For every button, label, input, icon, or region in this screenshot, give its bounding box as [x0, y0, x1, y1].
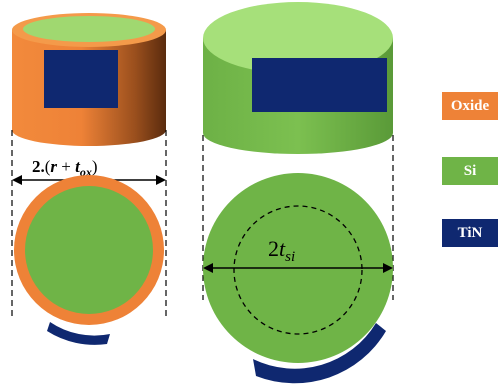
left-tin-block [44, 50, 118, 108]
left-cylinder [12, 13, 166, 146]
right-tin-arc [253, 323, 386, 384]
right-inner-dashed-circle [233, 205, 363, 335]
right-tin-block [252, 58, 387, 112]
left-dim-t: t [75, 157, 81, 176]
left-si-core [25, 186, 153, 314]
legend-si: Si [442, 157, 498, 185]
left-dim-open: ( [45, 157, 51, 176]
legend-tin: TiN [442, 219, 498, 247]
right-dimension-label: 2tsi [268, 236, 295, 265]
left-dim-prefix: 2. [32, 157, 45, 176]
right-cylinder-top [203, 2, 393, 74]
guide-lines [11, 130, 394, 318]
right-arrowhead-right [383, 263, 393, 273]
left-tin-arc [47, 322, 110, 345]
right-dim-t: t [279, 236, 286, 261]
left-cross-section [14, 175, 164, 345]
left-arrowhead-left [12, 175, 22, 185]
left-dim-r: r [50, 157, 57, 176]
left-dim-plus: + [57, 157, 75, 176]
legend-oxide: Oxide [442, 92, 498, 120]
right-cylinder [203, 2, 393, 154]
right-cross-section: 2tsi [203, 173, 393, 384]
right-dim-sub: si [285, 249, 295, 265]
left-cylinder-top-si [23, 16, 155, 42]
right-arrowhead-left [203, 263, 213, 273]
right-dim-prefix: 2 [268, 236, 279, 261]
left-arrowhead-right [156, 175, 166, 185]
left-dim-close: ) [92, 157, 98, 176]
